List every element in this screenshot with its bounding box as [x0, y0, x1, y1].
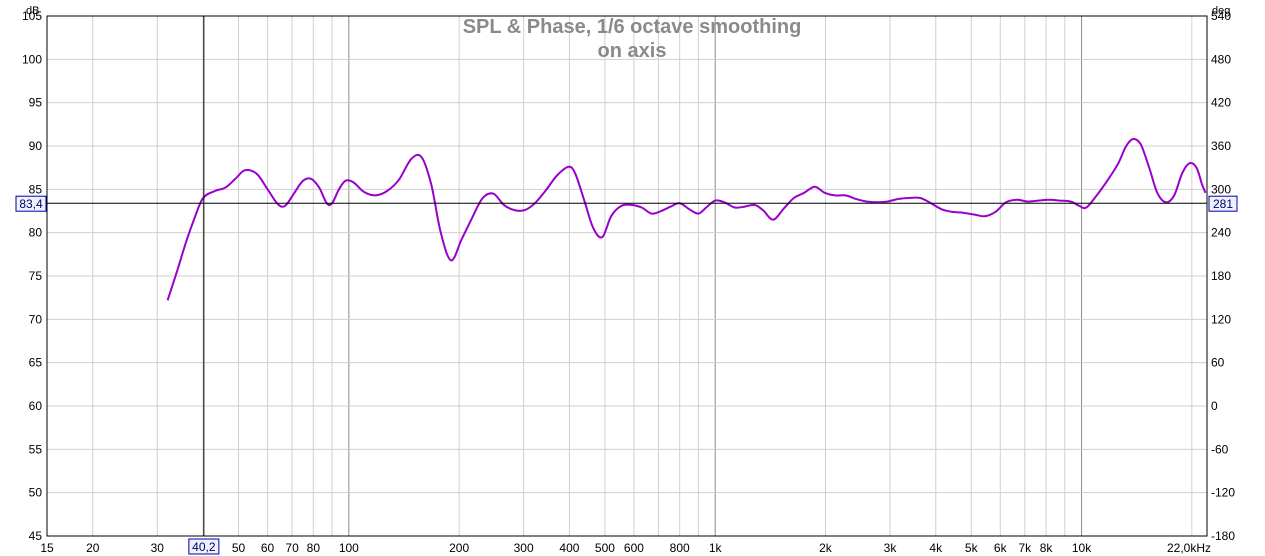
x-tick-label: 600	[624, 541, 644, 555]
cursor-y-readout-box	[15, 195, 47, 212]
cursor[interactable]: 40,2 83,4 281	[15, 16, 1238, 555]
x-tick-label: 3k	[884, 541, 898, 555]
x-tick-label: 500	[595, 541, 615, 555]
y2-tick-label: 300	[1211, 182, 1231, 196]
x-tick-label: 10k	[1072, 541, 1092, 555]
y-tick-labels: 105 100 95 90 85 80 75 70 65 60 55 50 45	[22, 9, 42, 543]
cursor-y2-readout-box	[1208, 195, 1238, 212]
y2-tick-label: -120	[1211, 486, 1235, 500]
y-tick-label: 80	[29, 226, 43, 240]
x-tick-label: 800	[670, 541, 690, 555]
x-tick-label: 7k	[1018, 541, 1032, 555]
chart-title: SPL & Phase, 1/6 octave smoothing	[463, 16, 802, 38]
x-tick-labels: 15 20 30 50 60 70 80 100 200 300 400 500 600 800 1k 2k 3…	[40, 541, 1211, 555]
y2-unit-label: deg	[1212, 5, 1230, 17]
y-tick-label: 60	[29, 399, 43, 413]
x-tick-label: 200	[449, 541, 469, 555]
x-tick-label: 50	[232, 541, 246, 555]
plot-frame	[46, 15, 1208, 537]
y2-tick-label: 420	[1211, 96, 1231, 110]
y-tick-label: 105	[22, 9, 42, 23]
x-tick-label: 2k	[819, 541, 833, 555]
x-tick-label: 60	[261, 541, 275, 555]
y-tick-label: 55	[29, 442, 43, 456]
y2-tick-label: 240	[1211, 226, 1231, 240]
chart-subtitle: on axis	[598, 40, 667, 62]
x-tick-label: 22,0kHz	[1167, 541, 1211, 555]
y2-tick-label: 540	[1211, 9, 1231, 23]
y-tick-label: 100	[22, 52, 42, 66]
y2-tick-label: 360	[1211, 139, 1231, 153]
x-tick-label: 400	[559, 541, 579, 555]
y-tick-label: 70	[29, 312, 43, 326]
x-tick-label: 6k	[994, 541, 1008, 555]
cursor-y-readout: 83,4	[19, 197, 43, 211]
y2-tick-label: 180	[1211, 269, 1231, 283]
y-tick-label: 65	[29, 356, 43, 370]
y2-tick-label: 480	[1211, 52, 1231, 66]
x-tick-label: 70	[285, 541, 299, 555]
y2-tick-labels: 540 480 420 360 300 240 180 120 60 0 -60 -120 -180	[1211, 9, 1235, 543]
y2-tick-label: 60	[1211, 356, 1225, 370]
x-tick-label: 300	[514, 541, 534, 555]
y-tick-label: 95	[29, 96, 43, 110]
x-tick-label: 5k	[965, 541, 979, 555]
x-tick-label: 8k	[1040, 541, 1054, 555]
x-tick-label: 15	[40, 541, 54, 555]
y-tick-label: 45	[29, 529, 43, 543]
y-tick-label: 90	[29, 139, 43, 153]
y2-tick-label: -180	[1211, 529, 1235, 543]
x-tick-label: 20	[86, 541, 100, 555]
cursor-x-readout-box	[188, 538, 220, 555]
y2-tick-label: 120	[1211, 312, 1231, 326]
y-tick-label: 75	[29, 269, 43, 283]
grid	[47, 15, 1207, 537]
x-tick-label: 100	[339, 541, 359, 555]
x-tick-label: 30	[151, 541, 165, 555]
y-tick-label: 50	[29, 486, 43, 500]
y-tick-label: 85	[29, 182, 43, 196]
y-unit-label: dB	[26, 5, 39, 17]
x-tick-label: 80	[307, 541, 321, 555]
x-tick-label: 1k	[709, 541, 723, 555]
cursor-y2-readout: 281	[1213, 197, 1233, 211]
y2-tick-label: 0	[1211, 399, 1218, 413]
cursor-x-readout: 40,2	[192, 540, 216, 554]
y2-tick-label: -60	[1211, 442, 1229, 456]
x-tick-label: 4k	[929, 541, 943, 555]
